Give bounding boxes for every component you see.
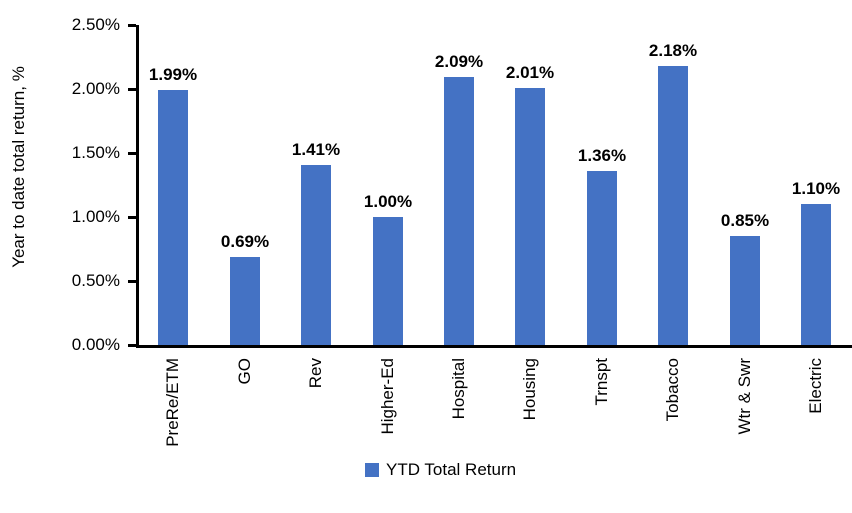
bar-value-label: 0.69%	[220, 232, 270, 251]
bar-value-label: 1.99%	[148, 65, 198, 84]
bar	[587, 171, 617, 345]
legend: YTD Total Return	[365, 461, 516, 479]
y-tick-label: 1.50%	[71, 143, 120, 162]
y-tick-label: 2.50%	[71, 15, 120, 34]
y-tick-label: 0.00%	[71, 335, 120, 354]
bar-value-label: 1.41%	[291, 140, 341, 159]
x-category-label: PreRe/ETM	[163, 358, 182, 447]
bar-value-label: 2.18%	[648, 41, 698, 60]
y-tick-mark	[128, 280, 136, 283]
y-tick-label: 0.50%	[71, 271, 120, 290]
y-tick-mark	[128, 152, 136, 155]
y-tick-label: 1.00%	[71, 207, 120, 226]
y-tick-mark	[128, 216, 136, 219]
x-category-label: Housing	[520, 358, 539, 421]
x-category-label: Hospital	[449, 358, 468, 420]
x-category-label: GO	[235, 358, 254, 385]
y-tick-mark	[128, 344, 136, 347]
legend-swatch-icon	[365, 463, 379, 477]
x-axis-line	[136, 345, 852, 348]
bar	[801, 204, 831, 345]
bar	[230, 257, 260, 345]
bar-value-label: 0.85%	[720, 211, 770, 230]
bar-value-label: 1.00%	[363, 192, 413, 211]
bar-value-label: 1.10%	[791, 179, 841, 198]
bar-value-label: 2.09%	[434, 52, 484, 71]
x-category-label: Trnspt	[592, 358, 611, 406]
x-category-label: Higher-Ed	[378, 358, 397, 435]
bar	[373, 217, 403, 345]
x-category-label: Electric	[806, 358, 825, 414]
y-tick-mark	[128, 88, 136, 91]
legend-label: YTD Total Return	[386, 460, 517, 479]
bar	[158, 90, 188, 345]
bar-value-label: 1.36%	[577, 146, 627, 165]
bar	[515, 88, 545, 345]
x-category-label: Wtr & Swr	[735, 358, 754, 435]
y-axis-line	[136, 25, 139, 348]
bar	[444, 77, 474, 345]
bar	[301, 165, 331, 345]
x-category-label: Tobacco	[663, 358, 682, 422]
bar	[658, 66, 688, 345]
y-axis-title: Year to date total return, %	[9, 66, 28, 268]
bar	[730, 236, 760, 345]
x-category-label: Rev	[306, 358, 325, 389]
y-tick-mark	[128, 24, 136, 27]
bar-value-label: 2.01%	[505, 63, 555, 82]
y-tick-label: 2.00%	[71, 79, 120, 98]
